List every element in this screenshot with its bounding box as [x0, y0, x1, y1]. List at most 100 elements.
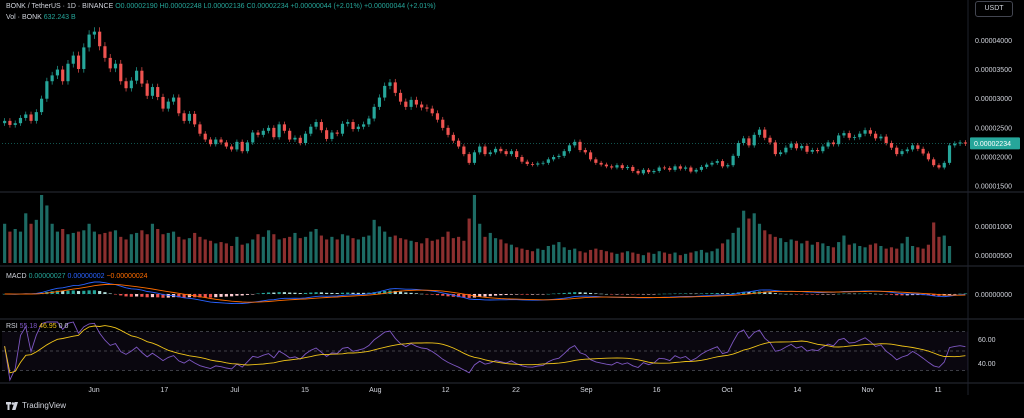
candle-body: [293, 137, 297, 140]
macd-histogram-bar: [182, 294, 186, 298]
volume-tick-label-0: 0.00001000: [975, 224, 1012, 231]
volume-bar: [720, 243, 725, 263]
volume-bar: [282, 238, 286, 263]
candle-body: [800, 145, 804, 149]
volume-bar: [615, 253, 619, 263]
macd-histogram-bar: [520, 294, 524, 295]
macd-histogram-bar: [208, 294, 213, 298]
branding-label: TradingView: [22, 401, 67, 410]
candle-body: [335, 132, 339, 134]
candle-body: [868, 130, 872, 134]
candle-body: [135, 70, 139, 81]
price-tick-label-0: 0.00004000: [975, 38, 1012, 45]
macd-histogram-bar: [958, 293, 962, 295]
volume-bar: [810, 244, 814, 263]
macd-histogram-bar: [214, 294, 218, 298]
candle-body: [958, 142, 962, 144]
rsi-tick-label-1: 40.00: [978, 361, 996, 368]
volume-bar: [926, 244, 930, 263]
macd-histogram-bar: [858, 293, 862, 295]
macd-histogram-bar: [235, 294, 239, 296]
candle-body: [879, 136, 883, 139]
candle-body: [346, 122, 350, 124]
candle-body: [536, 163, 540, 165]
price-tick-label-5: 0.00001500: [975, 184, 1012, 191]
macd-legend-name: MACD: [6, 273, 27, 280]
rsi-legend[interactable]: RSI 55.18 46.95 0 0: [6, 322, 68, 331]
macd-histogram-bar: [377, 291, 382, 294]
candle-body: [631, 166, 635, 172]
tradingview-branding[interactable]: TradingView: [6, 401, 66, 410]
volume-bar: [699, 249, 704, 263]
low-value: L0.00002136: [203, 3, 245, 10]
candle-body: [789, 143, 793, 148]
macd-histogram-bar: [240, 294, 244, 296]
volume-bars: [3, 195, 952, 263]
volume-bar: [668, 253, 672, 263]
volume-bar: [356, 239, 360, 263]
candle-body: [119, 63, 123, 82]
candle-body: [303, 133, 308, 144]
volume-bar: [224, 243, 228, 263]
candle-body: [488, 152, 492, 155]
candle-body: [831, 142, 835, 145]
macd-histogram-bar: [932, 294, 936, 296]
macd-histogram-bar: [900, 294, 904, 296]
macd-histogram-bar: [673, 293, 677, 294]
candle-body: [457, 140, 461, 147]
macd-histogram-bar: [689, 293, 693, 295]
candle-body: [805, 145, 809, 152]
volume-bar: [705, 252, 709, 263]
macd-histogram-bar: [156, 294, 160, 298]
volume-bar: [383, 231, 387, 263]
macd-legend[interactable]: MACD 0.00000027 0.00000002 −0.00000024: [6, 272, 148, 281]
price-tick-label-2: 0.00003000: [975, 96, 1012, 103]
candle-body: [61, 69, 65, 82]
candle-body: [573, 141, 577, 146]
symbol-label[interactable]: BONK / TetherUS: [6, 3, 61, 10]
macd-histogram-bar: [715, 293, 719, 294]
macd-histogram-bar: [678, 293, 682, 294]
candle-body: [615, 165, 619, 168]
volume-bar: [272, 234, 276, 263]
volume-bar: [441, 236, 445, 263]
candle-body: [446, 127, 450, 135]
candle-body: [509, 151, 513, 155]
volume-bar: [124, 239, 128, 263]
candle-body: [779, 152, 783, 155]
volume-bar: [678, 255, 682, 263]
macd-histogram-bar: [567, 292, 572, 294]
volume-legend[interactable]: Vol · BONK 632.243 B: [6, 13, 76, 22]
candle-body: [145, 83, 149, 96]
volume-bar: [752, 213, 756, 263]
volume-bar: [76, 231, 81, 263]
candle-body: [45, 81, 49, 99]
macd-histogram-bar: [245, 294, 250, 295]
candle-body: [821, 146, 825, 152]
candle-body: [932, 159, 936, 166]
macd-histogram-bar: [826, 294, 830, 295]
volume-bar: [108, 231, 112, 263]
candle-body: [140, 70, 144, 84]
volume-bar: [631, 252, 635, 263]
volume-bar: [515, 247, 519, 263]
macd-histogram-bar: [588, 292, 593, 294]
macd-histogram-bar: [203, 294, 207, 298]
volume-bar: [425, 238, 429, 263]
volume-bar: [478, 223, 482, 263]
candle-body: [895, 147, 899, 155]
candle-body: [298, 137, 302, 144]
volume-bar: [393, 235, 397, 263]
candle-body: [235, 141, 239, 150]
volume-bar: [119, 236, 123, 263]
macd-histogram-bar: [652, 294, 656, 295]
volume-bar: [13, 229, 17, 263]
macd-histogram-bar: [404, 292, 408, 294]
macd-histogram-bar: [552, 293, 556, 295]
candle-body: [187, 113, 191, 121]
tradingview-logo-icon: [6, 401, 18, 410]
currency-button[interactable]: USDT: [975, 1, 1013, 17]
interval-label[interactable]: 1D: [66, 3, 76, 10]
volume-bar: [493, 238, 498, 263]
